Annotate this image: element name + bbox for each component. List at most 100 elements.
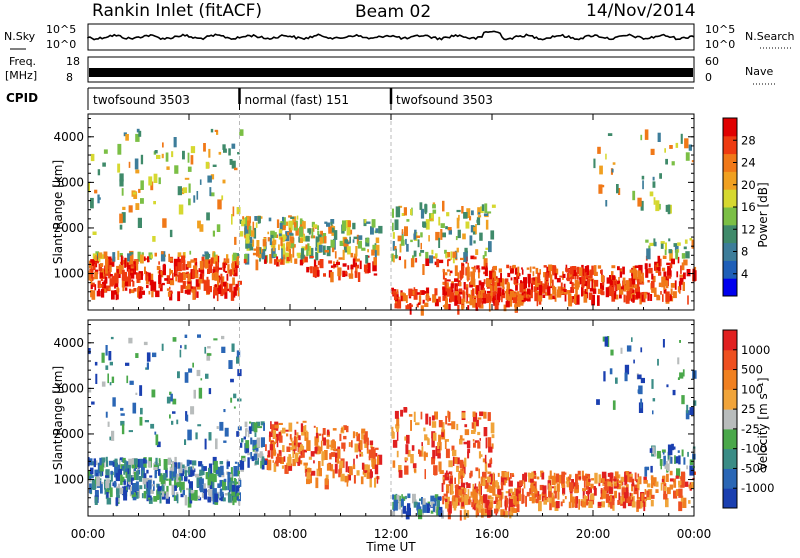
echo-cell <box>128 205 133 213</box>
echo-cell <box>669 478 674 482</box>
echo-cell <box>332 469 335 479</box>
echo-cell <box>629 476 633 483</box>
echo-cell <box>210 478 215 489</box>
echo-cell <box>556 483 560 492</box>
echo-cell <box>227 264 230 274</box>
echo-cell <box>624 475 628 486</box>
echo-cell <box>657 358 659 366</box>
echo-cell <box>442 296 446 301</box>
echo-cell <box>197 424 202 427</box>
echo-cell <box>582 475 587 481</box>
echo-cell <box>114 458 118 468</box>
echo-cell <box>449 501 452 505</box>
echo-cell <box>139 485 143 490</box>
echo-cell <box>576 266 580 275</box>
echo-cell <box>250 437 253 445</box>
echo-cell <box>607 501 612 508</box>
echo-cell <box>454 456 458 464</box>
echo-cell <box>98 252 103 259</box>
echo-cell <box>330 452 336 457</box>
echo-cell <box>315 432 319 439</box>
echo-cell <box>575 294 580 305</box>
echo-cell <box>664 486 667 492</box>
echo-cell <box>272 246 275 252</box>
echo-cell <box>651 288 655 293</box>
echo-cell <box>182 260 186 269</box>
echo-cell <box>603 371 606 382</box>
echo-cell <box>467 499 471 503</box>
echo-cell <box>177 462 181 469</box>
echo-cell <box>440 229 443 240</box>
echo-cell <box>476 285 480 296</box>
echo-cell <box>681 449 684 457</box>
velocity-colorbar-tick-label: 25 <box>741 402 756 416</box>
echo-cell <box>282 247 286 257</box>
echo-cell <box>552 265 557 276</box>
echo-cell <box>121 188 124 196</box>
echo-cell <box>308 231 311 235</box>
echo-cell <box>461 487 464 490</box>
echo-cell <box>456 296 460 301</box>
echo-cell <box>523 293 526 298</box>
echo-cell <box>202 254 206 257</box>
echo-cell <box>121 458 124 462</box>
echo-cell <box>585 473 588 477</box>
echo-cell <box>509 511 512 519</box>
echo-cell <box>160 479 164 485</box>
echo-cell <box>648 263 651 268</box>
echo-cell <box>138 286 142 294</box>
echo-cell <box>396 417 400 426</box>
echo-cell <box>681 262 684 271</box>
echo-cell <box>241 220 246 227</box>
echo-cell <box>144 420 149 423</box>
echo-cell <box>474 483 477 488</box>
echo-cell <box>459 270 463 279</box>
echo-cell <box>425 219 430 230</box>
echo-cell <box>636 499 641 509</box>
echo-cell <box>351 440 353 448</box>
echo-cell <box>581 278 585 288</box>
echo-cell <box>445 253 448 259</box>
echo-cell <box>184 470 187 477</box>
echo-cell <box>479 495 484 505</box>
echo-cell <box>675 475 679 479</box>
echo-cell <box>167 457 172 465</box>
echo-cell <box>632 294 635 303</box>
echo-cell <box>324 221 328 224</box>
echo-cell <box>664 242 667 250</box>
echo-cell <box>419 202 423 210</box>
echo-cell <box>639 476 642 485</box>
echo-cell <box>667 487 671 495</box>
echo-cell <box>670 456 673 464</box>
echo-cell <box>600 497 603 500</box>
echo-cell <box>477 431 481 436</box>
echo-cell <box>338 469 341 478</box>
echo-cell <box>125 362 130 366</box>
echo-cell <box>237 287 240 297</box>
echo-cell <box>259 451 263 458</box>
echo-cell <box>473 297 476 301</box>
echo-cell <box>310 470 316 476</box>
echo-cell <box>418 509 423 520</box>
echo-cell <box>315 477 319 489</box>
echo-cell <box>262 239 267 247</box>
echo-cell <box>472 298 477 308</box>
echo-cell <box>444 440 447 449</box>
echo-cell <box>143 473 147 479</box>
echo-cell <box>593 282 596 292</box>
echo-cell <box>427 438 430 445</box>
echo-cell <box>401 494 403 498</box>
echo-cell <box>650 294 653 301</box>
echo-cell <box>482 508 487 517</box>
echo-cell <box>95 490 99 500</box>
echo-cell <box>199 461 201 466</box>
echo-cell <box>519 480 523 486</box>
echo-cell <box>322 245 326 255</box>
echo-cell <box>289 227 291 235</box>
echo-cell <box>569 474 572 478</box>
echo-cell <box>500 273 502 283</box>
echo-cell <box>210 260 213 267</box>
echo-cell <box>432 202 436 206</box>
echo-cell <box>653 482 656 487</box>
